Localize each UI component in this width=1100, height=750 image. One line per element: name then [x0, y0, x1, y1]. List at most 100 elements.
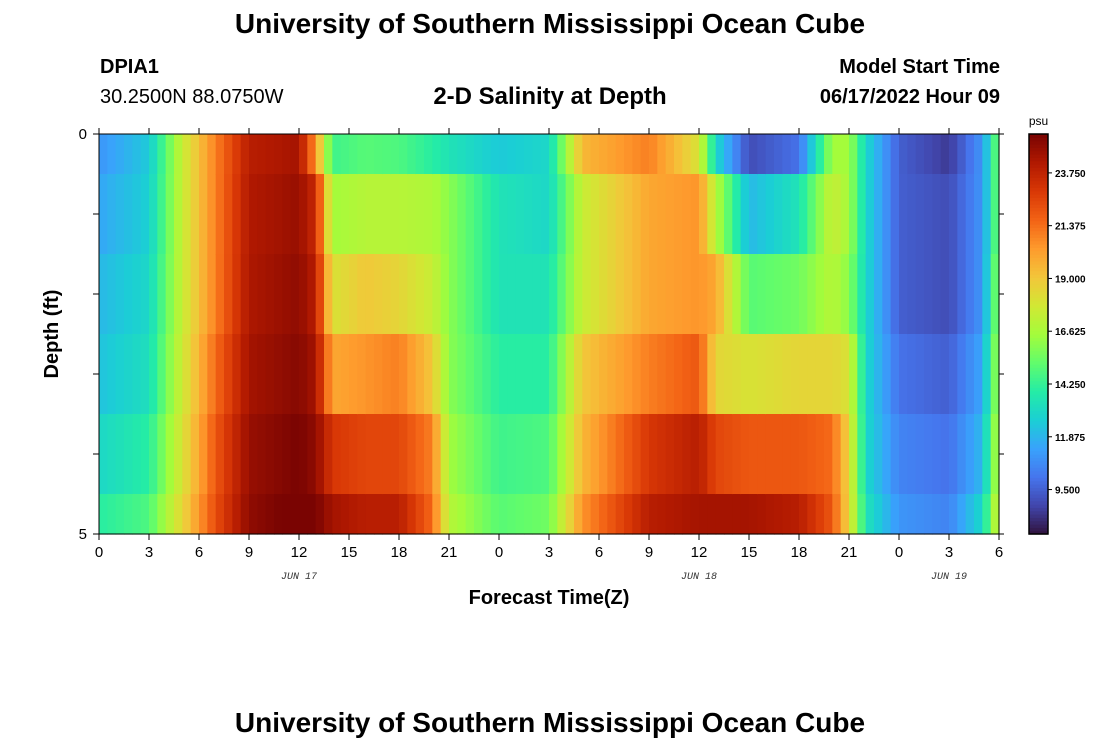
- heatmap-cell: [557, 334, 567, 415]
- heatmap-cell: [249, 174, 258, 255]
- colorbar-segment: [1029, 380, 1048, 385]
- heatmap-cell: [524, 174, 533, 255]
- heatmap-cell: [774, 174, 783, 255]
- heatmap-cell: [507, 334, 517, 415]
- heatmap-cell: [824, 174, 833, 255]
- heatmap-cell: [890, 494, 900, 535]
- heatmap-cell: [957, 254, 967, 335]
- colorbar-segment: [1029, 170, 1048, 175]
- heatmap-cell: [365, 494, 375, 535]
- heatmap-cell: [257, 414, 267, 495]
- heatmap-cell: [190, 494, 200, 535]
- heatmap-cell: [140, 174, 150, 255]
- heatmap-cell: [99, 254, 108, 335]
- heatmap-cell: [724, 254, 733, 335]
- heatmap-cell: [207, 254, 217, 335]
- colorbar: 9.500 11.875 14.250 16.625 19.000 21.375 23.75…: [1028, 133, 1086, 535]
- heatmap-cell: [524, 254, 533, 335]
- date-label: JUN 19: [931, 572, 967, 583]
- colorbar-segment: [1029, 357, 1048, 362]
- heatmap-cell: [690, 174, 700, 255]
- heatmap-cell: [582, 414, 592, 495]
- heatmap-cell: [582, 254, 592, 335]
- heatmap-cell: [149, 334, 158, 415]
- heatmap-cell: [790, 254, 800, 335]
- heatmap-cell: [649, 134, 658, 175]
- heatmap-cell: [415, 254, 425, 335]
- heatmap-cell: [365, 174, 375, 255]
- heatmap-cell: [974, 174, 983, 255]
- colorbar-segment: [1029, 250, 1048, 255]
- heatmap-cell: [665, 174, 675, 255]
- heatmap-cell: [249, 494, 258, 535]
- heatmap-cell: [357, 174, 367, 255]
- heatmap-cell: [790, 494, 800, 535]
- x-axis-title: Forecast Time(Z): [469, 587, 630, 609]
- heatmap-cell: [482, 174, 492, 255]
- heatmap-cell: [849, 334, 858, 415]
- heatmap-cell: [524, 414, 533, 495]
- heatmap-cell: [124, 494, 133, 535]
- heatmap-cell: [840, 414, 850, 495]
- heatmap-cell: [257, 134, 267, 175]
- heatmap-cell: [840, 254, 850, 335]
- colorbar-segment: [1029, 427, 1048, 432]
- heatmap-cell: [282, 334, 292, 415]
- heatmap-cell: [682, 414, 692, 495]
- colorbar-segment: [1029, 464, 1048, 468]
- heatmap-cell: [757, 134, 767, 175]
- colorbar-segment: [1029, 364, 1048, 368]
- heatmap-cell: [732, 334, 742, 415]
- heatmap-cell: [599, 174, 608, 255]
- colorbar-frame: [1028, 133, 1049, 535]
- heatmap-cell: [499, 134, 508, 175]
- heatmap-cell: [632, 414, 642, 495]
- heatmap-cell: [515, 414, 525, 495]
- heatmap-cell: [740, 414, 750, 495]
- heatmap-cell: [432, 494, 442, 535]
- heatmap-cell: [124, 414, 133, 495]
- heatmap-cell: [732, 414, 742, 495]
- heatmap-cell: [632, 134, 642, 175]
- heatmap-cell: [457, 174, 467, 255]
- heatmap-cell: [674, 334, 683, 415]
- heatmap-cell: [915, 494, 925, 535]
- heatmap-cell: [399, 494, 408, 535]
- y-axis: 05: [79, 126, 1004, 543]
- x-tick-label: 6: [995, 544, 1003, 561]
- heatmap-cell: [574, 334, 583, 415]
- colorbar-tick-label: 9.500: [1055, 486, 1080, 497]
- heatmap-cell: [540, 174, 550, 255]
- heatmap-cell: [315, 334, 325, 415]
- heatmap-cell: [282, 134, 292, 175]
- heatmap-cell: [574, 414, 583, 495]
- heatmap-cell: [299, 494, 308, 535]
- colorbar-segment: [1029, 417, 1048, 422]
- heatmap-cell: [115, 254, 125, 335]
- heatmap-cell: [532, 414, 542, 495]
- heatmap-cell: [732, 174, 742, 255]
- colorbar-segment: [1029, 397, 1048, 402]
- heatmap-cell: [165, 414, 175, 495]
- heatmap-cell: [607, 414, 617, 495]
- colorbar-segment: [1029, 157, 1048, 162]
- heatmap-cell: [299, 414, 308, 495]
- heatmap-cell: [407, 334, 417, 415]
- colorbar-segment: [1029, 307, 1048, 312]
- colorbar-segment: [1029, 244, 1048, 248]
- colorbar-segment: [1029, 424, 1048, 428]
- heatmap-cell: [707, 334, 717, 415]
- y-tick-label: 0: [79, 126, 87, 143]
- heatmap-cell: [382, 134, 392, 175]
- heatmap-cell: [699, 134, 708, 175]
- heatmap-cell: [849, 254, 858, 335]
- heatmap-cell: [882, 334, 892, 415]
- colorbar-segment: [1029, 217, 1048, 222]
- colorbar-segment: [1029, 354, 1048, 358]
- heatmap-cell: [224, 174, 233, 255]
- heatmap-cell: [965, 254, 975, 335]
- heatmap-cell: [690, 254, 700, 335]
- heatmap-cell: [99, 134, 108, 175]
- heatmap-cell: [657, 494, 667, 535]
- heatmap-cell: [707, 414, 717, 495]
